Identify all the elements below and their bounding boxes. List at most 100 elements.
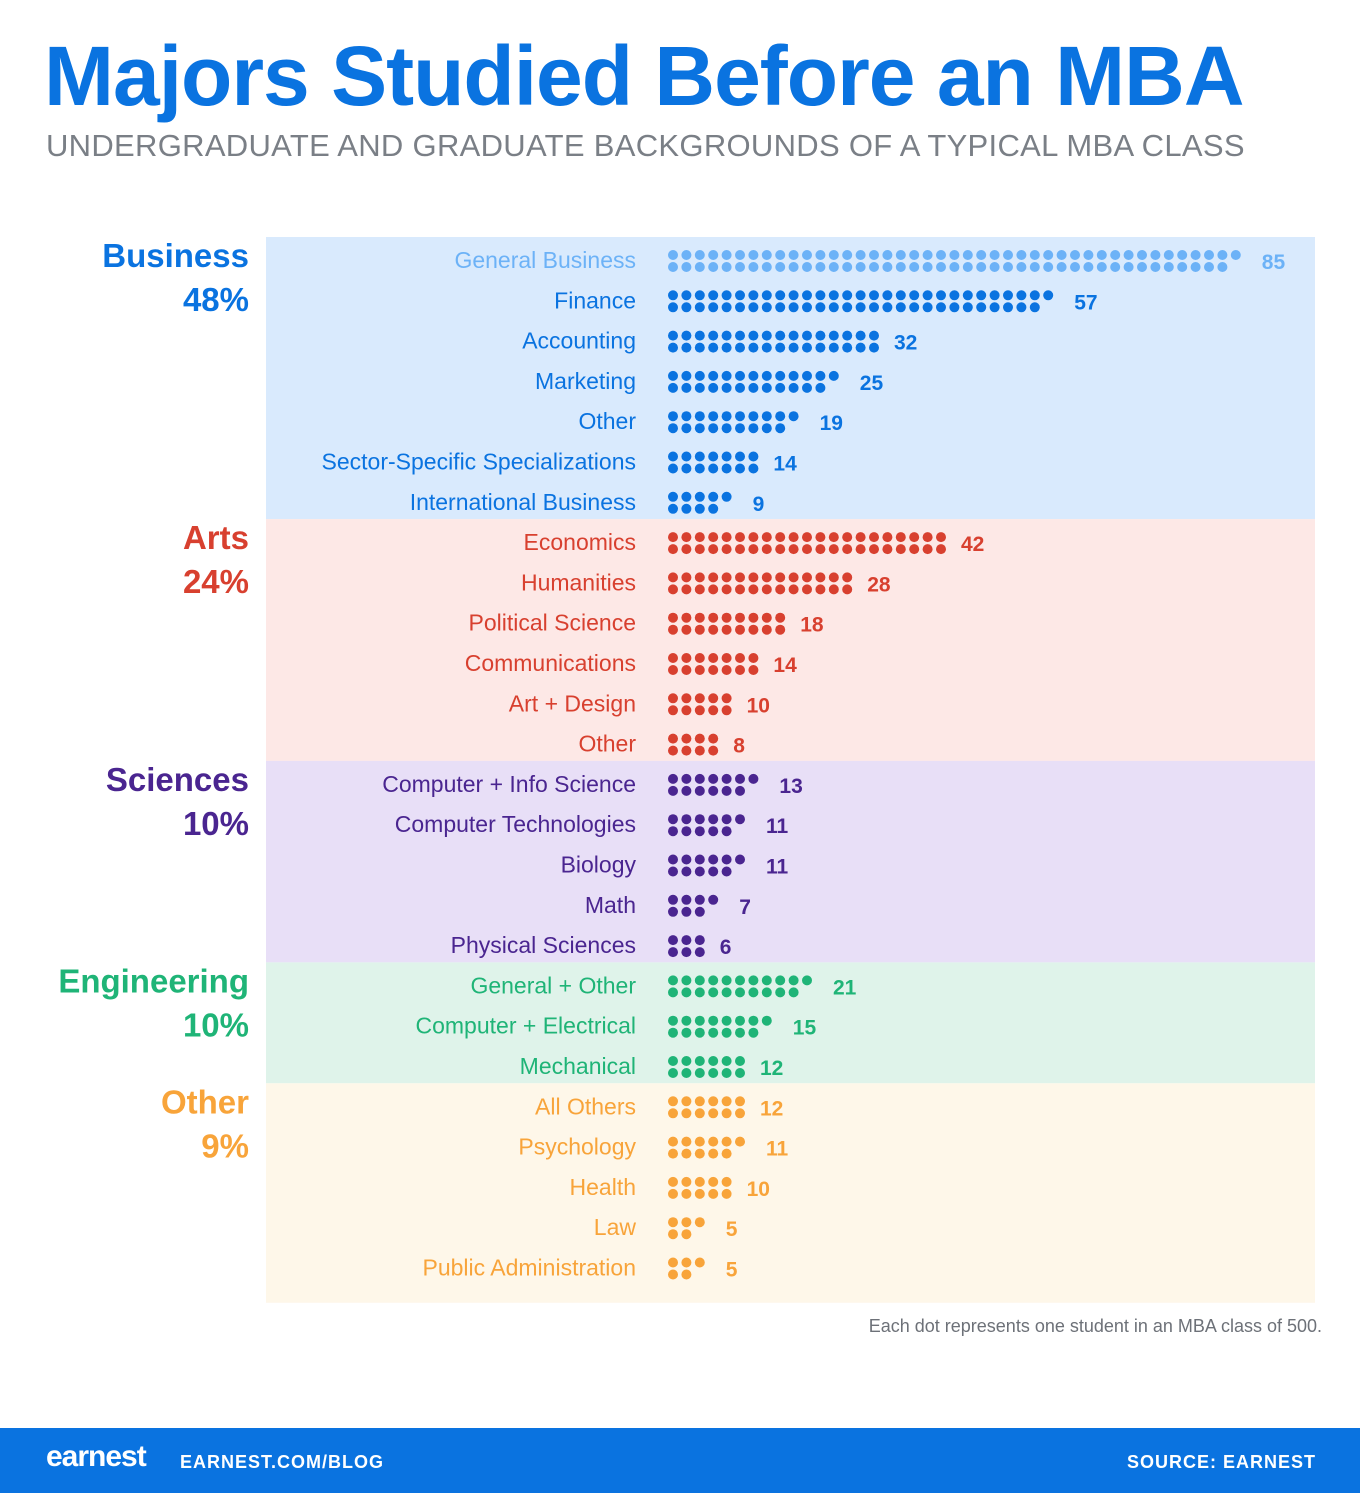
student-dot: [775, 975, 786, 986]
student-dot: [735, 382, 745, 393]
group-percent: 10%: [183, 1006, 249, 1043]
student-dot: [989, 262, 1000, 272]
student-dot: [681, 1269, 692, 1280]
student-dot: [735, 302, 745, 313]
group-name: Engineering: [58, 962, 249, 999]
student-dot: [761, 532, 772, 543]
student-dot: [668, 1176, 678, 1187]
student-dot: [815, 342, 826, 353]
student-dot: [895, 290, 906, 301]
group-name: Other: [161, 1083, 249, 1120]
student-dot: [721, 584, 732, 595]
student-dot: [694, 250, 705, 260]
student-dot: [694, 491, 705, 502]
student-dot: [694, 544, 705, 555]
student-dot: [815, 584, 826, 595]
student-dot: [681, 262, 692, 272]
student-dot: [936, 262, 946, 272]
blog-link[interactable]: EARNEST.COM/BLOG: [180, 1452, 385, 1472]
student-dot: [869, 544, 879, 555]
student-dot: [681, 1136, 692, 1147]
student-dot: [775, 342, 786, 353]
value-label: 5: [726, 1259, 738, 1282]
student-dot: [735, 544, 745, 555]
student-dot: [708, 693, 719, 704]
student-dot: [761, 382, 772, 393]
major-label: Finance: [554, 287, 636, 313]
student-dot: [721, 665, 732, 675]
student-dot: [869, 262, 879, 272]
student-dot: [761, 302, 772, 313]
student-dot: [855, 544, 866, 555]
student-dot: [721, 854, 732, 865]
student-dot: [694, 1056, 705, 1066]
major-label: Communications: [465, 650, 636, 676]
major-label: Political Science: [469, 610, 636, 636]
student-dot: [694, 866, 705, 877]
value-label: 11: [766, 1138, 789, 1161]
student-dot: [721, 382, 732, 393]
student-dot: [694, 935, 705, 946]
student-dot: [694, 653, 705, 663]
student-dot: [708, 612, 719, 623]
student-dot: [694, 1108, 705, 1119]
student-dot: [909, 262, 920, 272]
major-label: General + Other: [470, 972, 636, 998]
student-dot: [721, 1136, 732, 1147]
student-dot: [815, 262, 826, 272]
student-dot: [761, 987, 772, 998]
student-dot: [761, 624, 772, 635]
student-dot: [708, 370, 719, 381]
student-dot: [922, 544, 933, 555]
student-dot: [735, 290, 745, 301]
student-dot: [869, 290, 879, 301]
group-background: [266, 1083, 1315, 1303]
group-background: [266, 760, 1315, 963]
major-label: Art + Design: [509, 690, 636, 716]
student-dot: [668, 463, 678, 474]
student-dot: [855, 290, 866, 301]
student-dot: [708, 423, 719, 434]
value-label: 12: [760, 1097, 783, 1120]
student-dot: [681, 693, 692, 704]
student-dot: [681, 532, 692, 543]
student-dot: [1123, 250, 1134, 260]
student-dot: [708, 584, 719, 595]
student-dot: [708, 342, 719, 353]
student-dot: [802, 382, 812, 393]
student-dot: [761, 423, 772, 434]
student-dot: [989, 302, 1000, 313]
student-dot: [882, 290, 893, 301]
student-dot: [681, 987, 692, 998]
student-dot: [775, 330, 786, 341]
student-dot: [668, 653, 678, 663]
student-dot: [775, 370, 786, 381]
student-dot: [721, 653, 732, 663]
student-dot: [1204, 262, 1214, 272]
student-dot: [1190, 250, 1201, 260]
student-dot: [708, 1148, 719, 1159]
student-dot: [694, 1015, 705, 1026]
value-label: 28: [867, 573, 891, 596]
student-dot: [1029, 250, 1040, 260]
student-dot: [815, 290, 826, 301]
student-dot: [962, 290, 973, 301]
student-dot: [708, 773, 719, 784]
student-dot: [976, 290, 987, 301]
student-dot: [721, 302, 732, 313]
student-dot: [735, 584, 745, 595]
student-dot: [721, 705, 732, 716]
student-dot: [694, 370, 705, 381]
student-dot: [735, 1068, 745, 1078]
student-dot: [761, 584, 772, 595]
student-dot: [802, 290, 812, 301]
student-dot: [895, 544, 906, 555]
student-dot: [748, 975, 759, 986]
student-dot: [681, 572, 692, 583]
student-dot: [735, 773, 745, 784]
student-dot: [694, 612, 705, 623]
student-dot: [694, 947, 705, 958]
student-dot: [775, 544, 786, 555]
group-percent: 24%: [183, 563, 249, 600]
student-dot: [748, 624, 759, 635]
